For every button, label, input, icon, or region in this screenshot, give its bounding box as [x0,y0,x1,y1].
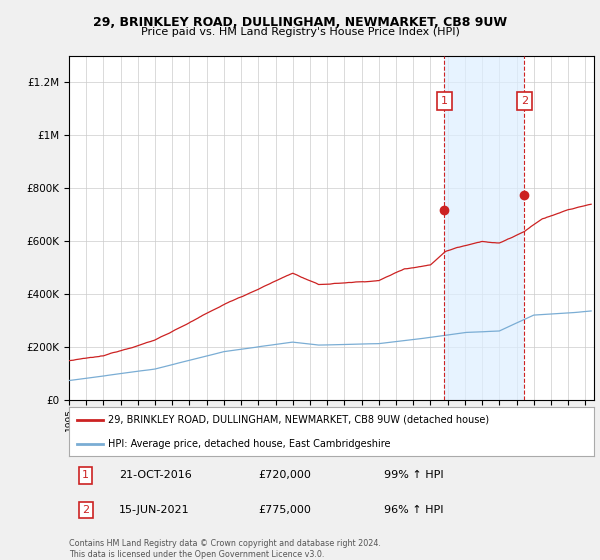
Text: 1: 1 [441,96,448,106]
Text: HPI: Average price, detached house, East Cambridgeshire: HPI: Average price, detached house, East… [109,438,391,449]
Text: 96% ↑ HPI: 96% ↑ HPI [384,505,443,515]
Text: 2: 2 [521,96,528,106]
Text: Price paid vs. HM Land Registry's House Price Index (HPI): Price paid vs. HM Land Registry's House … [140,27,460,37]
Bar [444,56,524,400]
Text: £775,000: £775,000 [258,505,311,515]
Text: Contains HM Land Registry data © Crown copyright and database right 2024.
This d: Contains HM Land Registry data © Crown c… [69,539,381,559]
Text: 15-JUN-2021: 15-JUN-2021 [119,505,190,515]
Text: 29, BRINKLEY ROAD, DULLINGHAM, NEWMARKET, CB8 9UW (detached house): 29, BRINKLEY ROAD, DULLINGHAM, NEWMARKET… [109,415,490,425]
Text: £720,000: £720,000 [258,470,311,480]
Text: 2: 2 [82,505,89,515]
Text: 29, BRINKLEY ROAD, DULLINGHAM, NEWMARKET, CB8 9UW: 29, BRINKLEY ROAD, DULLINGHAM, NEWMARKET… [93,16,507,29]
Text: 99% ↑ HPI: 99% ↑ HPI [384,470,443,480]
Text: 21-OCT-2016: 21-OCT-2016 [119,470,191,480]
Text: 1: 1 [82,470,89,480]
